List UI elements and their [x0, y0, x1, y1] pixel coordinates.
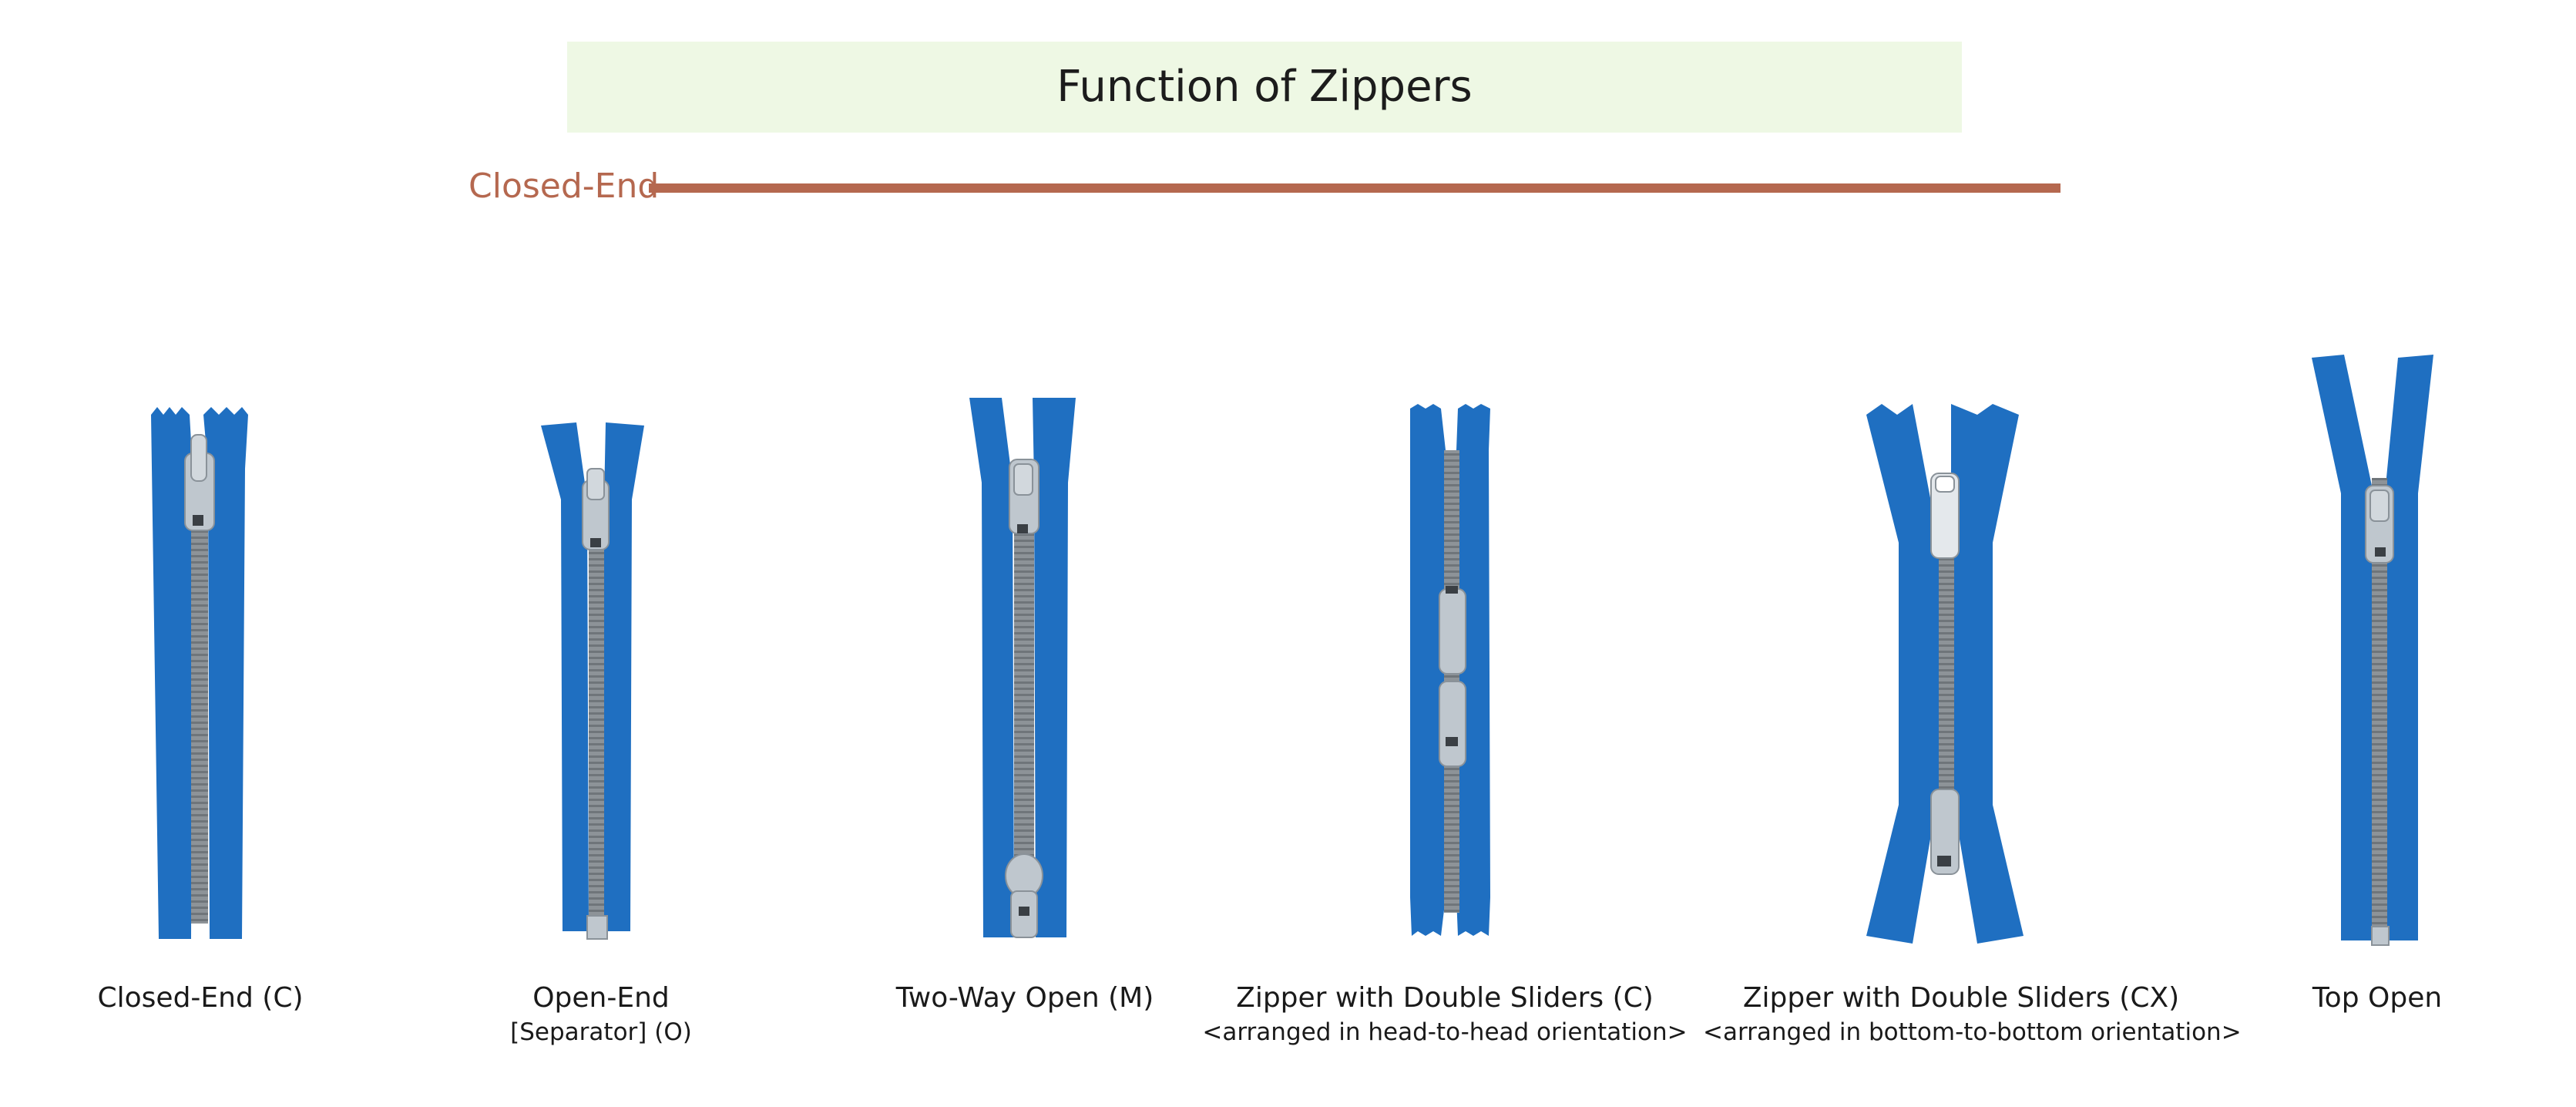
caption-double-sliders-c: Zipper with Double Sliders (C) <arranged…	[1194, 982, 1695, 1046]
open-end-zipper-image	[541, 422, 644, 940]
caption-two-way-open: Two-Way Open (M)	[871, 982, 1179, 1014]
page-title: Function of Zippers	[1056, 62, 1473, 112]
caption-title: Closed-End (C)	[97, 982, 304, 1014]
caption-title: Zipper with Double Sliders (C)	[1236, 982, 1654, 1014]
title-banner	[567, 42, 1962, 133]
caption-title: Zipper with Double Sliders (CX)	[1742, 982, 2180, 1014]
top-open-zipper-image	[2312, 355, 2433, 946]
caption-subtitle: <arranged in head-to-head orientation>	[1202, 1018, 1688, 1046]
double-sliders-head-to-head-zipper-image	[1410, 404, 1490, 936]
caption-title: Open-End	[532, 982, 670, 1014]
caption-double-sliders-cx: Zipper with Double Sliders (CX) <arrange…	[1703, 982, 2242, 1046]
two-way-open-zipper-image	[969, 398, 1076, 938]
caption-closed-end: Closed-End (C)	[46, 982, 354, 1014]
closed-end-zipper-image	[151, 407, 248, 939]
caption-title: Two-Way Open (M)	[895, 982, 1154, 1014]
double-sliders-bottom-to-bottom-zipper-image	[1866, 404, 2024, 944]
section-divider	[649, 183, 2060, 193]
caption-subtitle: <arranged in bottom-to-bottom orientatio…	[1703, 1018, 2242, 1046]
caption-open-end: Open-End [Separator] (O)	[447, 982, 755, 1046]
caption-title: Top Open	[2312, 982, 2443, 1014]
caption-subtitle: [Separator] (O)	[510, 1018, 692, 1046]
caption-top-open: Top Open	[2250, 982, 2504, 1014]
section-label: Closed-End	[469, 167, 660, 206]
